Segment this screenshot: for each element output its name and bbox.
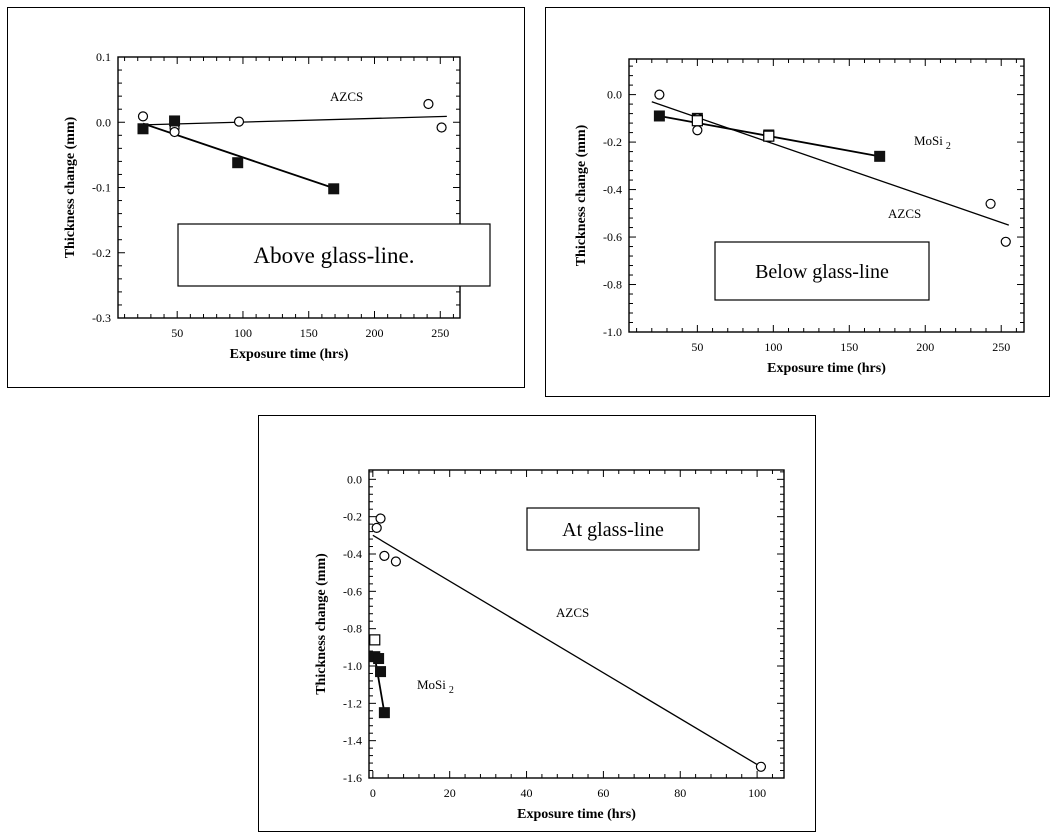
chart-frame-at (258, 415, 816, 832)
x-axis-label: Exposure time (hrs) (767, 361, 886, 376)
data-point-circle (1000, 236, 1011, 247)
y-tick-label: -0.8 (343, 622, 362, 636)
x-tick-label: 150 (300, 326, 318, 340)
annotation-box (177, 223, 491, 287)
annotation-text: Above glass-line. (254, 243, 415, 268)
y-tick-label: -1.0 (603, 325, 622, 339)
x-tick-label: 40 (521, 786, 533, 800)
x-tick-label: 80 (674, 786, 686, 800)
y-tick-label: -0.1 (92, 181, 111, 195)
x-tick-label: 20 (444, 786, 456, 800)
chart-below: 50 100 150 200 250 0.0 -0.2 -0.4 -0.6 -0.8 -1.0 Exp… (574, 58, 1025, 376)
x-tick-label: 200 (916, 340, 934, 354)
fit-line (651, 101, 1010, 226)
y-tick-label: -0.8 (603, 278, 622, 292)
series-label: AZCS (556, 605, 589, 620)
x-tick-label: 250 (431, 326, 449, 340)
data-point-circle (692, 125, 703, 136)
data-point-circle (390, 556, 401, 567)
y-tick-label: -1.6 (343, 771, 362, 785)
x-tick-label: 200 (366, 326, 384, 340)
y-tick-label: 0.0 (347, 472, 362, 486)
fit-line (142, 115, 447, 126)
x-axis-label: Exposure time (hrs) (517, 807, 636, 822)
x-axis-label: Exposure time (hrs) (230, 347, 349, 362)
data-point-circle (423, 98, 434, 110)
data-point-circle (233, 116, 245, 127)
y-tick-label: -0.6 (603, 230, 622, 244)
y-tick-label: -0.2 (92, 246, 111, 260)
plot-area (628, 58, 1025, 333)
series-label: AZCS (330, 89, 363, 104)
data-point-square-filled (373, 653, 385, 665)
series-label: AZCS (888, 206, 921, 221)
x-tick-label: 0 (370, 786, 376, 800)
data-point-circle (985, 198, 996, 209)
chart-at: 0 20 40 60 80 100 0.0 -0.2 -0.4 -0.6 -0.8 -1.0 -1.2 -… (314, 469, 785, 822)
y-tick-label: 0.1 (96, 50, 111, 64)
x-tick-label: 60 (597, 786, 609, 800)
plot-area (368, 469, 785, 779)
data-point-circle (379, 550, 390, 561)
y-tick-label: -1.4 (343, 734, 362, 748)
data-point-circle (371, 522, 382, 533)
x-tick-label: 100 (234, 326, 252, 340)
data-point-square-filled (169, 115, 181, 127)
chart-above: 50 100 150 200 250 0.1 0.0 -0.1 -0.2 -0.3 Exposure… (63, 50, 491, 362)
data-point-square-filled (874, 150, 886, 162)
data-point-circle (755, 761, 767, 772)
chart-frame-above (7, 7, 525, 388)
fit-line (373, 656, 386, 713)
x-tick-label: 150 (840, 340, 858, 354)
y-axis-label: Thickness change (mm) (574, 124, 589, 266)
data-point-circle (137, 111, 149, 122)
data-point-circle (375, 513, 386, 524)
fit-line (372, 534, 762, 768)
y-axis-label: Thickness change (mm) (63, 116, 78, 258)
y-tick-label: -1.2 (343, 696, 362, 710)
x-tick-label: 50 (171, 326, 183, 340)
data-point-circle (654, 89, 665, 100)
data-point-square-filled (653, 110, 665, 122)
annotation-text: At glass-line (562, 519, 664, 541)
y-tick-label: -1.0 (343, 659, 362, 673)
y-tick-label: -0.4 (603, 183, 622, 197)
y-tick-label: -0.4 (343, 547, 362, 561)
data-point-square-open (691, 115, 703, 127)
y-tick-label: -0.3 (92, 311, 111, 325)
data-point-square-filled (232, 157, 244, 169)
y-tick-label: 0.0 (607, 88, 622, 102)
y-tick-label: -0.6 (343, 584, 362, 598)
annotation-box (526, 507, 700, 551)
data-point-square-filled (328, 183, 340, 195)
data-point-square-filled (378, 707, 390, 719)
y-tick-label: -0.2 (343, 510, 362, 524)
x-tick-label: 100 (748, 786, 766, 800)
data-point-square-open (763, 130, 775, 142)
data-point-square-filled (137, 123, 149, 135)
data-point-square-open (369, 634, 381, 646)
data-point-circle (169, 126, 180, 138)
y-tick-label: 0.0 (96, 115, 111, 129)
x-tick-label: 100 (764, 340, 782, 354)
annotation-box (714, 241, 930, 301)
annotation-text: Below glass-line (755, 261, 889, 283)
x-tick-label: 250 (992, 340, 1010, 354)
data-point-square-filled (375, 666, 387, 678)
x-tick-label: 50 (691, 340, 703, 354)
data-point-circle (436, 122, 447, 133)
y-axis-label: Thickness change (mm) (314, 553, 329, 695)
y-tick-label: -0.2 (603, 135, 622, 149)
